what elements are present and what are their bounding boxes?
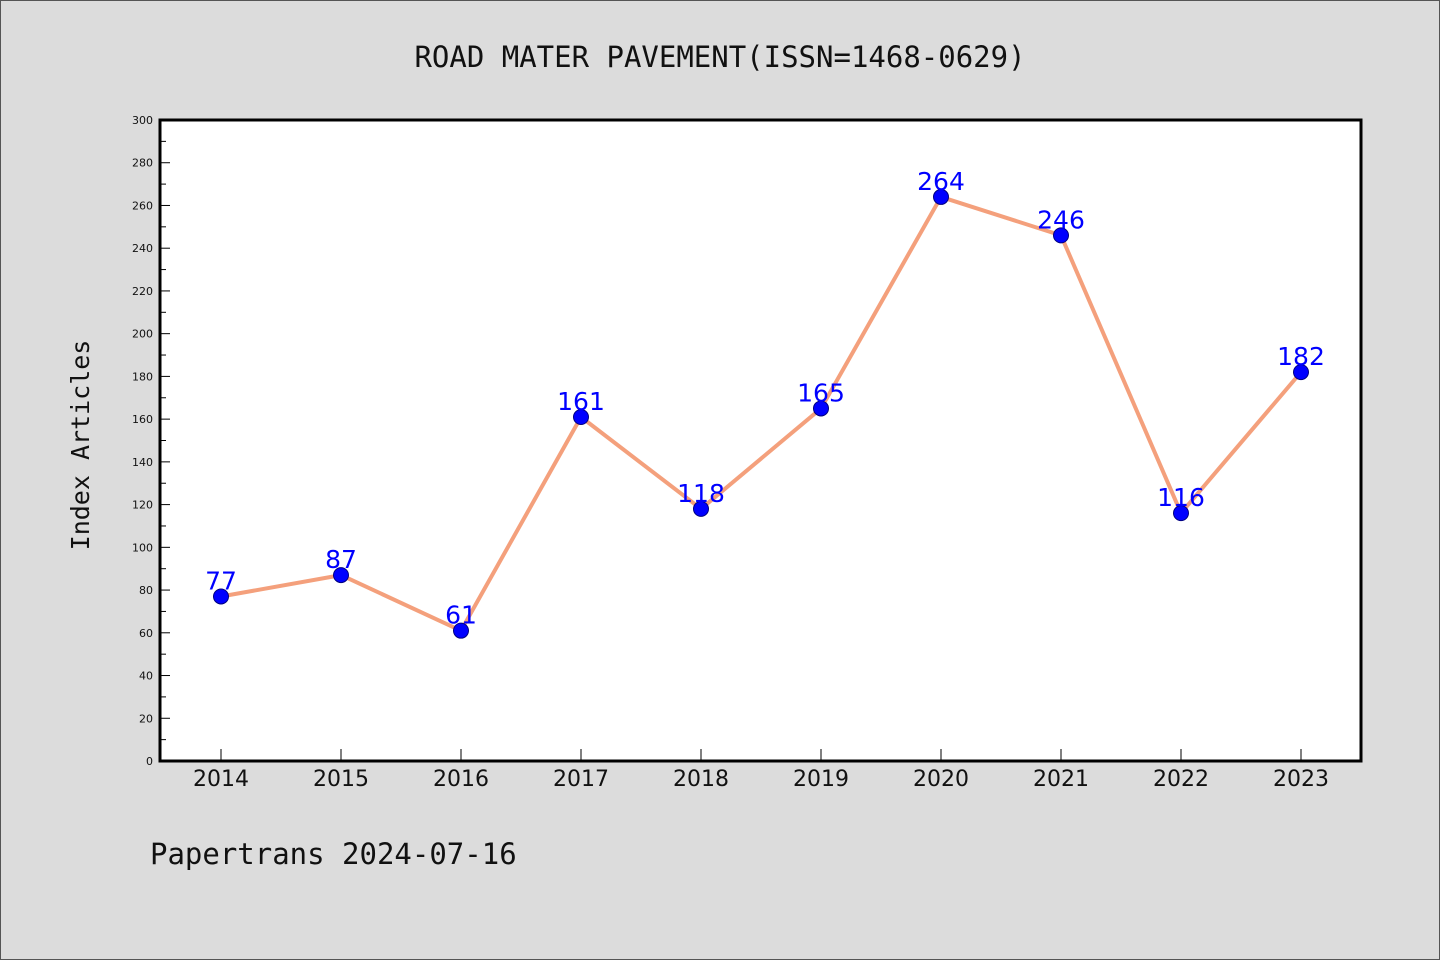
x-tick-label: 2016 (433, 767, 489, 792)
data-label: 246 (1037, 205, 1085, 234)
x-tick-label: 2017 (553, 767, 609, 792)
x-axis: 2014 2015 2016 2017 2018 2019 2020 2021 2022 2023 (193, 749, 1329, 792)
data-label: 77 (205, 566, 237, 595)
y-tick-label: 80 (139, 584, 153, 597)
data-label: 61 (445, 601, 477, 630)
x-tick-label: 2023 (1273, 767, 1329, 792)
data-point (813, 400, 829, 417)
plot-area (160, 120, 1361, 761)
y-axis-label: Index Articles (66, 340, 95, 551)
y-tick-label: 100 (132, 541, 153, 554)
x-tick-label: 2019 (793, 767, 849, 792)
x-tick-label: 2018 (673, 767, 729, 792)
data-label: 264 (917, 167, 965, 196)
data-point (333, 567, 349, 584)
y-axis: 0 20 40 60 80 100 120 140 160 180 200 220 240 260 280 3… (132, 114, 170, 768)
y-tick-label: 180 (132, 370, 153, 383)
data-point (453, 622, 469, 639)
y-tick-label: 300 (132, 114, 153, 127)
data-label: 161 (557, 387, 605, 416)
y-tick-label: 60 (139, 627, 153, 640)
data-label: 165 (797, 378, 845, 407)
y-tick-label: 200 (132, 328, 153, 341)
x-tick-label: 2020 (913, 767, 969, 792)
data-point (693, 500, 709, 517)
data-point (573, 408, 589, 425)
data-label: 116 (1157, 483, 1205, 512)
chart-title: ROAD MATER PAVEMENT(ISSN=1468-0629) (414, 40, 1025, 74)
y-tick-label: 260 (132, 199, 153, 212)
y-tick-label: 220 (132, 285, 153, 298)
x-tick-label: 2022 (1153, 767, 1209, 792)
data-point (1053, 227, 1069, 244)
x-tick-label: 2021 (1033, 767, 1089, 792)
data-point (1293, 364, 1309, 381)
footer-date-credit: Papertrans 2024-07-16 (150, 837, 517, 871)
y-tick-label: 20 (139, 712, 153, 725)
y-tick-label: 0 (146, 755, 153, 768)
y-tick-label: 120 (132, 499, 153, 512)
data-label: 87 (325, 545, 357, 574)
y-tick-label: 140 (132, 456, 153, 469)
y-tick-label: 240 (132, 242, 153, 255)
x-tick-label: 2014 (193, 767, 249, 792)
data-label: 182 (1277, 342, 1325, 371)
data-point (933, 188, 949, 205)
data-point (1173, 505, 1189, 522)
plot-border (158, 118, 1363, 763)
series-group: 77 87 61 161 118 165 264 246 116 182 (205, 167, 1325, 639)
y-tick-label: 160 (132, 413, 153, 426)
y-tick-label: 40 (139, 670, 153, 683)
y-tick-label: 280 (132, 157, 153, 170)
series-line (219, 194, 1303, 633)
data-label: 118 (677, 479, 725, 508)
x-tick-label: 2015 (313, 767, 369, 792)
data-point (213, 588, 229, 605)
